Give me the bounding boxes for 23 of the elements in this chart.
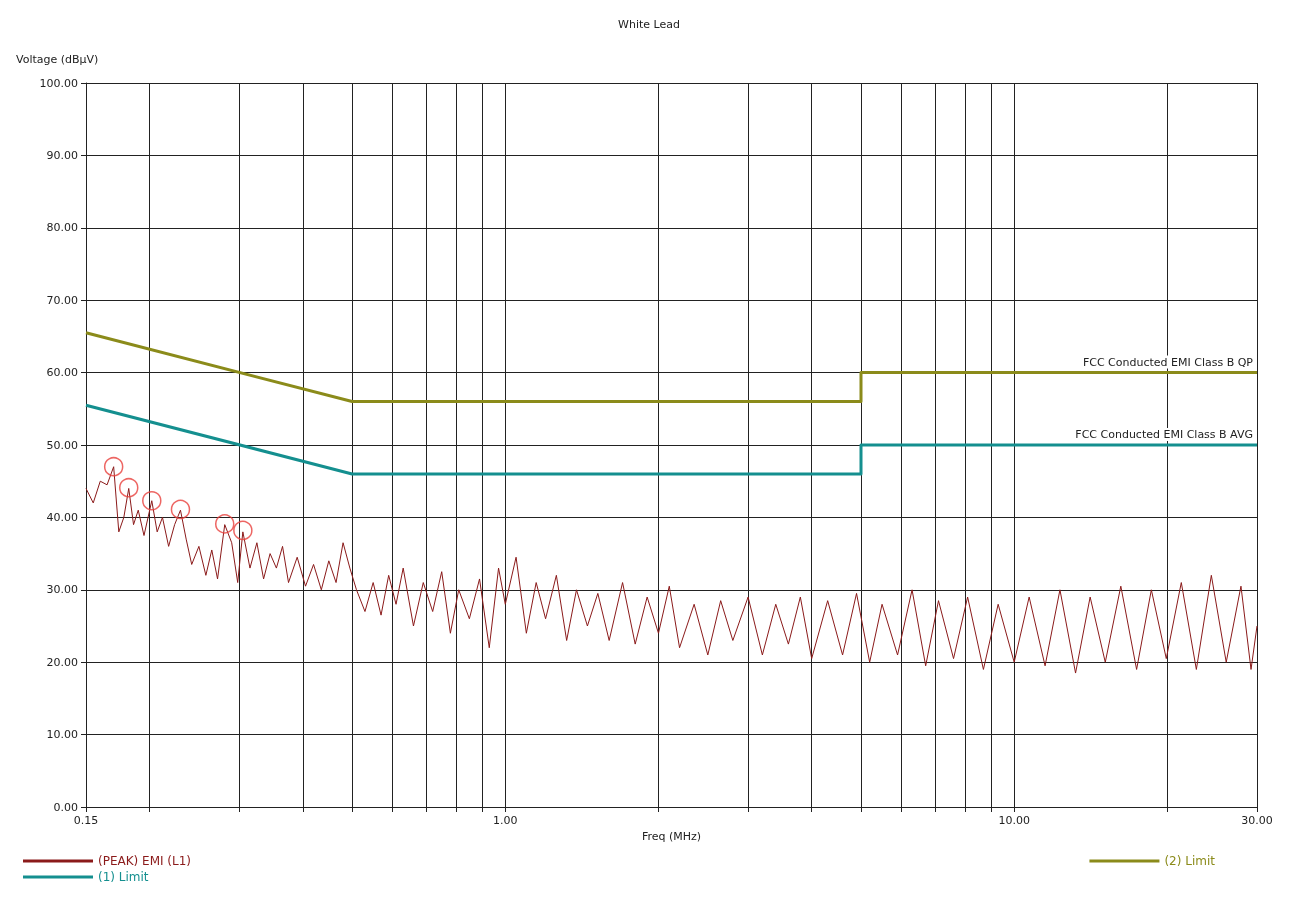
annotation: FCC Conducted EMI Class B AVG: [1075, 428, 1253, 441]
annotation: FCC Conducted EMI Class B QP: [1082, 355, 1254, 369]
y-tick-label: 50.00: [46, 438, 78, 452]
y-tick-label: 20.00: [46, 655, 78, 669]
y-tick-label: 10.00: [46, 728, 78, 742]
y-tick-label: 70.00: [46, 293, 78, 307]
y-tick-label: 90.00: [46, 148, 78, 162]
x-tick-label: 10.00: [998, 814, 1030, 827]
x-tick-label: 1.00: [493, 814, 518, 827]
y-tick-label: 80.00: [46, 221, 78, 235]
y-tick-label: 0.00: [53, 800, 78, 814]
y-axis-title: Voltage (dBµV): [16, 53, 99, 66]
chart-title: White Lead: [618, 18, 680, 31]
y-tick-label: 60.00: [46, 366, 78, 380]
x-tick-label: 30.00: [1241, 814, 1273, 827]
text: (PEAK) EMI (L1): [98, 854, 192, 868]
text: (1) Limit: [98, 870, 149, 884]
y-tick-label: 30.00: [46, 583, 78, 597]
x-tick-label: 0.15: [73, 814, 99, 827]
y-tick-label: 100.00: [39, 76, 78, 90]
y-tick-label: 40.00: [46, 510, 78, 524]
x-axis-title: Freq (MHz): [641, 829, 702, 843]
text: (2) Limit: [1164, 854, 1216, 868]
